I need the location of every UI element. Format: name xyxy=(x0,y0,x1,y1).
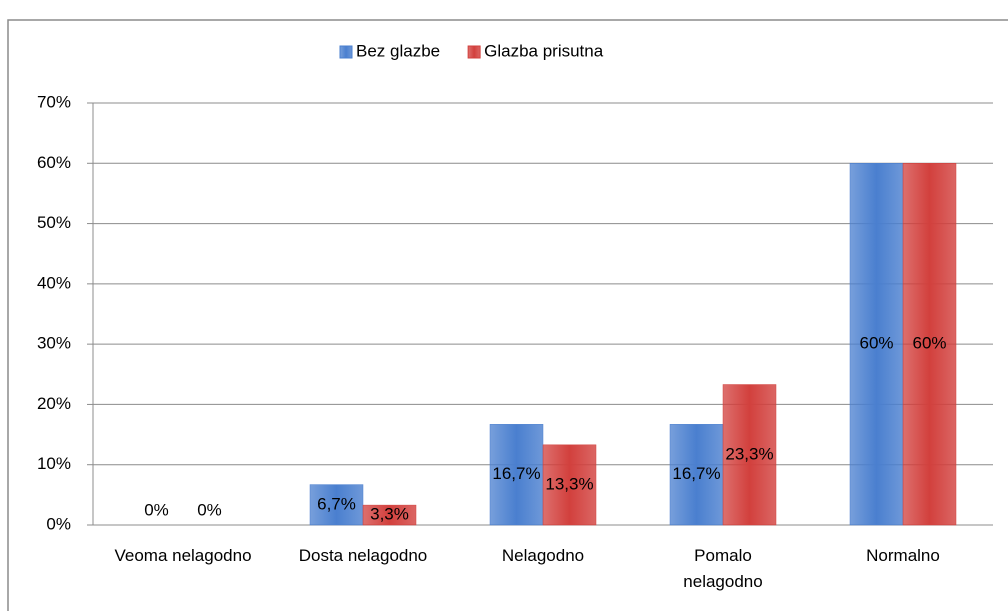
x-tick-label: Normalno xyxy=(866,546,940,565)
data-label: 6,7% xyxy=(317,494,356,513)
data-label: 23,3% xyxy=(725,444,773,463)
bar xyxy=(902,163,957,526)
data-label: 16,7% xyxy=(492,464,540,483)
y-tick-label: 10% xyxy=(37,454,71,473)
bar xyxy=(849,163,904,526)
y-tick-label: 20% xyxy=(37,394,71,413)
y-tick-label: 60% xyxy=(37,153,71,172)
bar xyxy=(362,504,417,526)
y-tick-label: 0% xyxy=(46,514,71,533)
data-label: 0% xyxy=(197,500,222,519)
legend-swatch xyxy=(467,45,481,59)
data-label: 60% xyxy=(859,334,893,353)
data-label: 60% xyxy=(912,334,946,353)
data-label: 3,3% xyxy=(370,505,409,524)
bar xyxy=(542,444,597,526)
legend-label: Glazba prisutna xyxy=(484,41,604,60)
y-tick-label: 50% xyxy=(37,213,71,232)
x-tick-label: Pomalo nelagodno xyxy=(683,546,763,591)
bar xyxy=(722,384,777,526)
legend-swatch xyxy=(339,45,353,59)
y-tick-label: 30% xyxy=(37,334,71,353)
data-label: 0% xyxy=(144,500,169,519)
data-label: 13,3% xyxy=(545,474,593,493)
y-tick-label: 70% xyxy=(37,92,71,111)
y-tick-label: 40% xyxy=(37,273,71,292)
data-label: 16,7% xyxy=(672,464,720,483)
legend-label: Bez glazbe xyxy=(356,41,440,60)
bar xyxy=(489,424,544,526)
bar xyxy=(309,484,364,526)
bar xyxy=(669,424,724,526)
x-tick-label: Dosta nelagodno xyxy=(298,546,428,565)
x-tick-label: Veoma nelagodno xyxy=(114,546,252,565)
x-tick-label: Nelagodno xyxy=(501,546,585,565)
